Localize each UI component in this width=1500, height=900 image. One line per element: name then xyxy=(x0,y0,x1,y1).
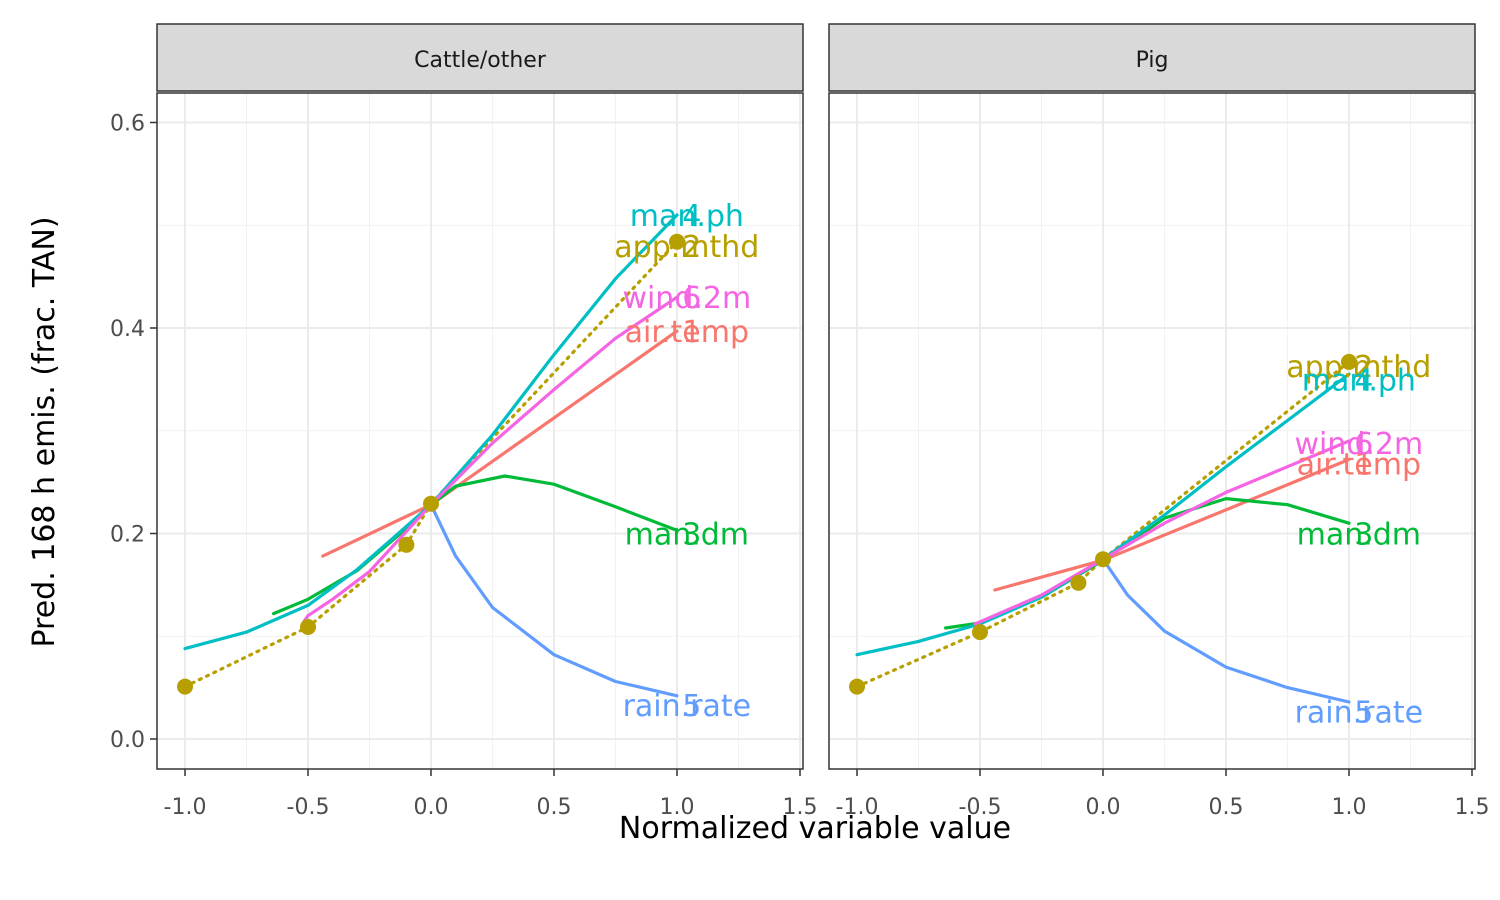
data-point xyxy=(1070,574,1087,591)
series-number-air-temp: 1 xyxy=(1354,448,1373,483)
data-point xyxy=(849,678,865,695)
panel-border xyxy=(156,92,804,770)
data-point xyxy=(1341,353,1357,370)
data-point xyxy=(1095,551,1111,568)
series-number-rain-rate: 5 xyxy=(682,689,701,724)
series-number-wind-2m: 6 xyxy=(682,281,701,316)
series-number-air-temp: 1 xyxy=(682,315,701,350)
y-axis-title: Pred. 168 h emis. (frac. TAN) xyxy=(27,216,62,647)
x-tick-label: 1.5 xyxy=(1455,795,1490,820)
series-number-man-ph: 4 xyxy=(1354,363,1373,398)
series-label-rain-rate: rain.rate xyxy=(623,689,752,724)
facet-strip-label: Pig xyxy=(1136,48,1169,73)
series-label-man-dm: man.dm xyxy=(1297,518,1421,553)
series-label-wind-2m: wind.2m xyxy=(1294,427,1423,462)
series-label-man-ph: man.ph xyxy=(1302,363,1416,398)
x-tick-label: -0.5 xyxy=(287,795,330,820)
series-line-app-mthd xyxy=(855,360,1351,689)
series-label-man-dm: man.dm xyxy=(625,518,749,553)
x-tick-label: 1.0 xyxy=(660,795,695,820)
series-number-man-ph: 4 xyxy=(682,199,701,234)
x-tick-label: -1.0 xyxy=(836,795,879,820)
series-line-man-dm xyxy=(944,497,1351,630)
data-point xyxy=(423,495,439,512)
data-point xyxy=(669,233,685,250)
series-line-rain-rate xyxy=(1101,557,1351,704)
y-tick-label: 0.2 xyxy=(110,523,145,548)
series-label-air-temp: air.temp xyxy=(625,315,749,350)
series-number-app-mthd: 2 xyxy=(682,230,701,265)
data-point xyxy=(398,536,415,553)
series-number-rain-rate: 5 xyxy=(1354,695,1373,730)
series-number-man-dm: 3 xyxy=(682,518,701,553)
series-label-app-mthd: app.mthd xyxy=(614,230,759,265)
series-label-air-temp: air.temp xyxy=(1297,448,1421,483)
series-line-wind-2m xyxy=(301,295,679,625)
y-tick-label: 0.0 xyxy=(110,728,145,753)
series-line-rain-rate xyxy=(429,503,679,698)
facet-strip-label: Cattle/other xyxy=(414,48,547,73)
data-point xyxy=(972,624,988,641)
data-point xyxy=(177,678,193,695)
series-label-wind-2m: wind.2m xyxy=(622,281,751,316)
series-line-man-dm xyxy=(272,474,679,616)
x-tick-label: 1.0 xyxy=(1332,795,1367,820)
x-axis-title: Normalized variable value xyxy=(619,811,1011,846)
x-tick-label: -0.5 xyxy=(959,795,1002,820)
series-number-man-dm: 3 xyxy=(1354,518,1373,553)
y-tick-label: 0.6 xyxy=(110,112,145,137)
series-label-app-mthd: app.mthd xyxy=(1286,350,1431,385)
x-tick-label: 0.5 xyxy=(537,795,572,820)
series-number-app-mthd: 2 xyxy=(1354,350,1373,385)
x-tick-label: 0.0 xyxy=(414,795,449,820)
series-label-rain-rate: rain.rate xyxy=(1295,695,1424,730)
x-tick-label: 0.5 xyxy=(1209,795,1244,820)
x-tick-label: 1.5 xyxy=(783,795,818,820)
data-point xyxy=(300,619,316,636)
panel-border xyxy=(828,92,1476,770)
series-number-wind-2m: 6 xyxy=(1354,427,1373,462)
series-label-man-ph: man.ph xyxy=(630,199,744,234)
series-line-wind-2m xyxy=(973,439,1351,626)
x-tick-label: -1.0 xyxy=(164,795,207,820)
y-tick-label: 0.4 xyxy=(110,317,145,342)
facet-strip xyxy=(828,23,1476,92)
facet-strip xyxy=(156,23,804,92)
x-tick-label: 0.0 xyxy=(1086,795,1121,820)
